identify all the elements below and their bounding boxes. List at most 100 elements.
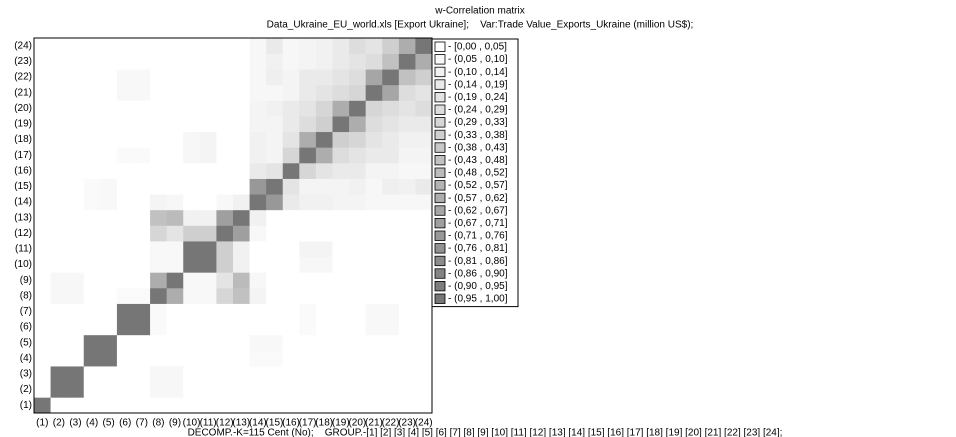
heatmap-cell — [332, 147, 350, 164]
heatmap-cell — [233, 397, 250, 414]
y-tick-label: (10) — [14, 259, 32, 270]
heatmap-cell — [100, 53, 118, 70]
heatmap-cell — [415, 69, 433, 86]
heatmap-cell — [415, 84, 433, 101]
heatmap-cell — [282, 334, 300, 351]
heatmap-cell — [183, 209, 201, 226]
heatmap-cell — [365, 334, 383, 351]
chart-title: w-Correlation matrix — [434, 6, 524, 17]
heatmap-cell — [166, 381, 184, 398]
heatmap-cell — [116, 69, 134, 86]
heatmap-cell — [382, 272, 400, 289]
heatmap-cell — [83, 334, 101, 351]
legend-swatch — [434, 293, 446, 304]
y-tick-label: (7) — [20, 306, 32, 317]
heatmap-cell — [233, 350, 250, 367]
heatmap-cell — [365, 272, 383, 289]
heatmap-cell — [415, 53, 433, 70]
heatmap-cell — [133, 194, 151, 211]
heatmap-cell — [100, 100, 118, 117]
y-tick-label: (11) — [15, 244, 32, 255]
heatmap-cell — [382, 225, 400, 242]
heatmap-cell — [266, 38, 284, 54]
heatmap-cell — [249, 116, 267, 133]
heatmap-cell — [67, 53, 85, 70]
heatmap-cell — [332, 397, 350, 414]
heatmap-cell — [332, 53, 350, 70]
legend-swatch — [434, 217, 446, 229]
heatmap-cell — [282, 397, 300, 414]
legend-label: - (0,52 , 0,57] — [448, 180, 508, 191]
heatmap-cell — [133, 163, 151, 179]
legend-swatch — [434, 54, 446, 65]
heatmap-cell — [382, 69, 400, 86]
heatmap-cell — [199, 350, 217, 367]
heatmap-cell — [365, 319, 383, 336]
heatmap-cell — [349, 194, 366, 211]
heatmap-cell — [282, 194, 300, 211]
heatmap-cell — [382, 131, 400, 148]
heatmap-cell — [282, 381, 300, 398]
heatmap-cell — [50, 147, 68, 164]
heatmap-cell — [183, 288, 201, 304]
heatmap-cell — [233, 319, 250, 336]
heatmap-cell — [349, 288, 366, 304]
heatmap-cell — [199, 147, 217, 164]
heatmap-cell — [100, 194, 118, 211]
heatmap-cell — [50, 303, 68, 320]
heatmap-cell — [332, 84, 350, 101]
legend-label: - (0,29 , 0,33] — [448, 117, 508, 128]
heatmap-cell — [382, 366, 400, 383]
heatmap-cell — [116, 163, 134, 179]
heatmap-cell — [67, 131, 85, 148]
heatmap-cell — [67, 334, 85, 351]
heatmap-cell — [382, 38, 400, 54]
heatmap-cell — [216, 397, 234, 414]
heatmap-cell — [34, 381, 51, 398]
heatmap-cell — [67, 225, 85, 242]
heatmap-cell — [266, 100, 284, 117]
heatmap-cell — [216, 256, 234, 273]
y-tick-label: (2) — [20, 384, 32, 395]
x-tick-label: (11) — [200, 418, 217, 429]
heatmap-cell — [199, 381, 217, 398]
heatmap-cell — [100, 225, 118, 242]
heatmap-cell — [166, 303, 184, 320]
heatmap-cell — [216, 100, 234, 117]
heatmap-cell — [365, 100, 383, 117]
heatmap-cell — [315, 209, 333, 226]
heatmap-cell — [315, 397, 333, 414]
heatmap-cell — [349, 303, 366, 320]
heatmap-cell — [315, 241, 333, 258]
heatmap-cell — [382, 256, 400, 273]
heatmap-cell — [332, 225, 350, 242]
heatmap-cell — [50, 288, 68, 304]
heatmap-cell — [332, 366, 350, 383]
heatmap-cell — [266, 194, 284, 211]
x-tick-label: (21) — [365, 418, 383, 429]
heatmap-cell — [67, 38, 85, 54]
heatmap-cell — [332, 256, 350, 273]
heatmap-cell — [398, 334, 416, 351]
x-tick-label: (18) — [315, 418, 333, 429]
heatmap-cell — [166, 53, 184, 70]
heatmap-cell — [34, 53, 51, 70]
heatmap-cell — [83, 131, 101, 148]
heatmap-cell — [166, 334, 184, 351]
heatmap-cell — [398, 319, 416, 336]
heatmap-cell — [150, 38, 167, 54]
heatmap-cell — [116, 288, 134, 304]
x-tick-label: (13) — [232, 418, 250, 429]
heatmap-cell — [249, 350, 267, 367]
y-tick-label: (23) — [14, 56, 32, 67]
heatmap-cell — [249, 100, 267, 117]
legend-label: - (0,62 , 0,67] — [448, 205, 508, 216]
heatmap-cell — [34, 147, 51, 164]
legend-swatch — [434, 79, 446, 90]
heatmap-cell — [183, 397, 201, 414]
heatmap-cell — [382, 209, 400, 226]
x-tick-label: (23) — [398, 418, 416, 429]
heatmap-cell — [183, 100, 201, 117]
heatmap-cell — [299, 256, 317, 273]
heatmap-cell — [50, 100, 68, 117]
